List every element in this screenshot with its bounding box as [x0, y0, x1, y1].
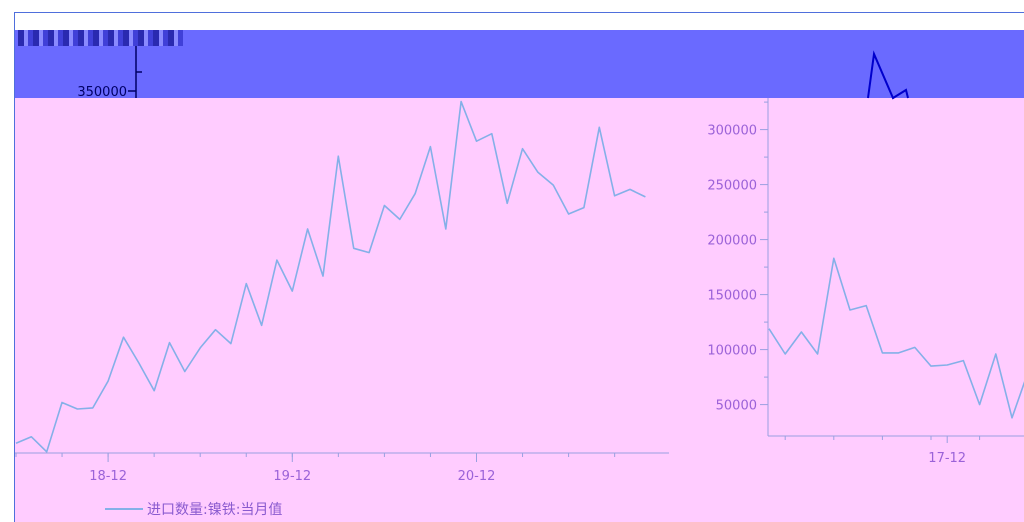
header-artifact — [18, 30, 183, 46]
header-artifact-line — [867, 50, 909, 100]
top-axis: 350000 — [77, 46, 909, 100]
main-x-tick-label: 19-12 — [273, 469, 311, 484]
legend-area — [15, 453, 695, 522]
inset-series-line — [768, 257, 1024, 419]
inset-y-tick-label: 200000 — [707, 234, 757, 249]
inset-plot-area — [669, 98, 1024, 522]
legend-swatch — [105, 508, 143, 510]
top-y-tick-label: 350000 — [77, 85, 127, 100]
inset-axes: 50000 100000 150000 200000 250000 300000 17-12 — [707, 98, 1024, 466]
main-x-tick-label: 20-12 — [458, 469, 496, 484]
main-x-tick-label: 18-12 — [89, 469, 127, 484]
chart-frame — [14, 12, 1024, 522]
legend-label: 进口数量:镍铁:当月值 — [147, 502, 283, 518]
inset-series — [768, 257, 1024, 419]
main-axes: 18-12 19-12 20-12 — [15, 452, 669, 484]
main-plot-area — [15, 98, 669, 453]
inset-y-tick-label: 250000 — [707, 179, 757, 194]
inset-x-tick-label: 17-12 — [928, 451, 966, 466]
main-series — [15, 100, 646, 453]
inset-y-tick-label: 100000 — [707, 344, 757, 359]
main-series-line — [15, 100, 646, 453]
inset-y-tick-label: 150000 — [707, 289, 757, 304]
inset-y-tick-label: 50000 — [716, 399, 757, 414]
legend: 进口数量:镍铁:当月值 — [105, 498, 282, 520]
header-band — [15, 30, 1024, 98]
inset-y-tick-label: 300000 — [707, 124, 757, 139]
